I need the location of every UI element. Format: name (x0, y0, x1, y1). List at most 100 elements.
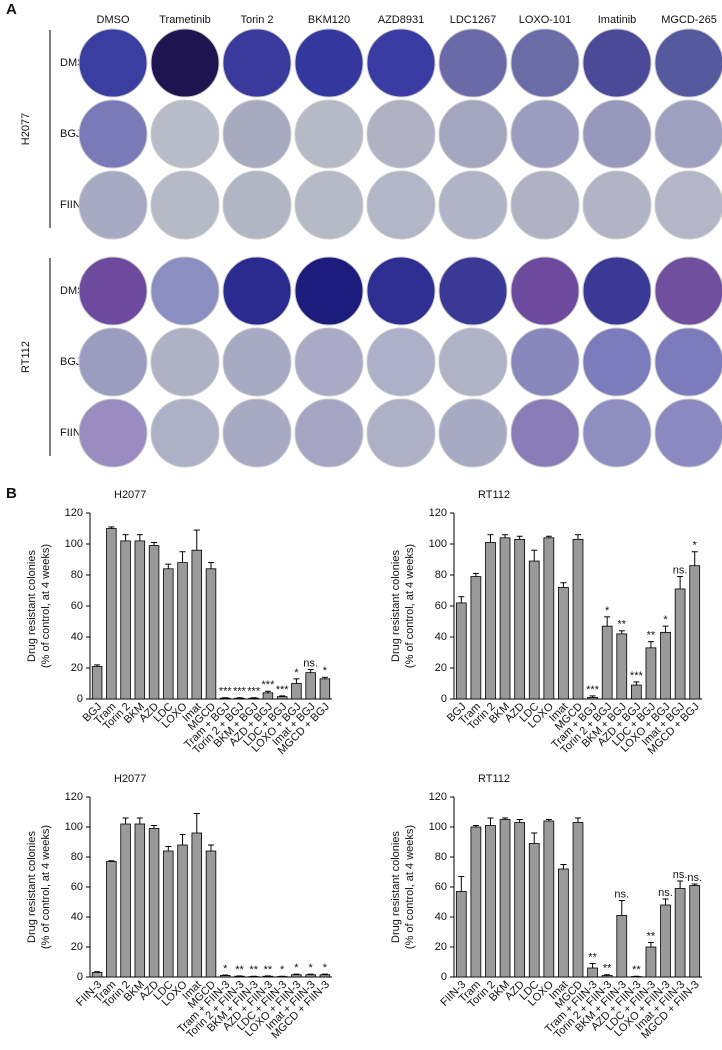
y-tick-label: 120 (429, 507, 447, 519)
y-tick-label: 100 (429, 821, 447, 833)
y-tick-label: 100 (65, 538, 83, 550)
significance: ns. (687, 872, 702, 884)
well (366, 327, 436, 397)
well (222, 28, 292, 98)
panel-label: A (6, 1, 17, 18)
y-tick-label: 40 (71, 631, 83, 643)
bar (645, 647, 657, 700)
y-tick-label: 80 (435, 569, 447, 581)
well (510, 398, 580, 468)
bar (499, 819, 511, 978)
well (78, 170, 148, 240)
y-axis-label: (% of control, at 4 weeks) (40, 544, 52, 668)
y-tick-label: 100 (65, 821, 83, 833)
bar (528, 560, 540, 700)
significance: *** (262, 679, 276, 691)
bar (689, 565, 701, 700)
bar (276, 696, 288, 700)
column-header: AZD8931 (378, 14, 424, 26)
significance: * (323, 962, 328, 974)
bar (572, 538, 584, 700)
bar (91, 972, 103, 978)
well (294, 28, 364, 98)
significance: ns. (303, 657, 318, 669)
well (366, 28, 436, 98)
y-tick-label: 120 (65, 507, 83, 519)
bar (120, 823, 131, 978)
bar (262, 692, 274, 700)
bar (248, 697, 259, 700)
bar (305, 974, 316, 978)
bar (148, 828, 160, 978)
y-axis-label: Drug resistant colonies (26, 550, 38, 662)
well (78, 256, 148, 326)
bar (455, 602, 467, 700)
significance: ** (647, 630, 656, 642)
well (438, 327, 508, 397)
y-tick-label: 100 (429, 538, 447, 550)
significance: ** (588, 951, 597, 963)
chart-title: H2077 (114, 489, 146, 501)
well (150, 256, 220, 326)
bar (191, 549, 203, 700)
well (438, 256, 508, 326)
bar (191, 832, 203, 978)
bar (455, 891, 467, 978)
bar (485, 542, 496, 700)
well (366, 99, 436, 169)
column-header: LOXO-101 (519, 14, 572, 26)
significance: * (280, 964, 285, 976)
bar (291, 974, 302, 978)
column-header: MGCD-265 (661, 14, 717, 26)
bar (120, 540, 131, 700)
bar (305, 672, 316, 700)
well (366, 398, 436, 468)
significance: ** (647, 930, 656, 942)
well (582, 170, 652, 240)
well (654, 170, 722, 240)
y-tick-label: 20 (71, 941, 83, 953)
bar (163, 850, 174, 978)
well (510, 28, 580, 98)
bar (319, 678, 331, 700)
well (582, 28, 652, 98)
bar (177, 844, 188, 978)
y-axis-label: Drug resistant colonies (390, 550, 402, 662)
significance: * (309, 962, 314, 974)
bar (219, 697, 231, 700)
well (294, 99, 364, 169)
well (294, 170, 364, 240)
y-tick-label: 60 (71, 881, 83, 893)
chart-title: RT112 (478, 489, 510, 501)
significance: ns. (614, 888, 629, 900)
bar (616, 633, 628, 700)
well (654, 327, 722, 397)
well (654, 256, 722, 326)
significance: * (663, 614, 668, 626)
group-label: H2077 (20, 113, 32, 145)
y-tick-label: 80 (71, 851, 83, 863)
y-axis-label: (% of control, at 4 weeks) (404, 825, 416, 949)
bar (91, 666, 103, 700)
bar (234, 697, 245, 700)
well (582, 327, 652, 397)
y-tick-label: 60 (71, 600, 83, 612)
well (78, 398, 148, 468)
significance: *** (233, 686, 247, 698)
bar (558, 587, 569, 700)
well (438, 28, 508, 98)
bar (205, 850, 217, 978)
y-tick-label: 20 (435, 941, 447, 953)
bar (514, 538, 526, 700)
significance: *** (586, 684, 600, 696)
column-header: BKM120 (308, 14, 350, 26)
group-label: RT112 (20, 341, 32, 373)
well (150, 28, 220, 98)
bar (134, 540, 146, 700)
significance: * (605, 605, 610, 617)
y-tick-label: 60 (435, 881, 447, 893)
bar (470, 826, 482, 978)
bar (587, 967, 598, 978)
well (438, 170, 508, 240)
